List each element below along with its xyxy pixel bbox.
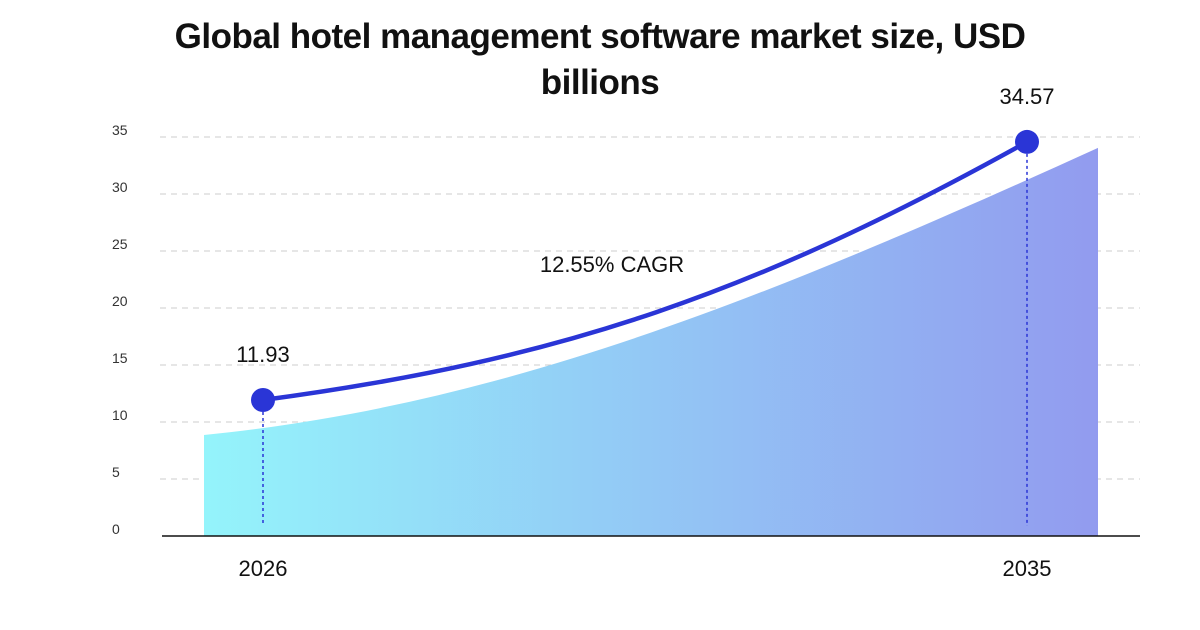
- y-tick-label: 5: [112, 464, 120, 480]
- x-axis-labels: 2026 2035: [239, 556, 1052, 581]
- data-point: [1015, 129, 1039, 154]
- y-tick-label: 35: [112, 122, 128, 138]
- x-tick-label: 2035: [1003, 556, 1052, 581]
- series-line: [260, 139, 1030, 403]
- y-tick-label: 30: [112, 179, 128, 195]
- y-tick-label: 15: [112, 350, 128, 366]
- cagr-annotation: 12.55% CAGR: [540, 252, 684, 277]
- data-point: [251, 387, 275, 412]
- data-label: 11.93: [236, 342, 289, 367]
- y-tick-label: 10: [112, 407, 128, 423]
- growth-area: [204, 147, 1098, 537]
- x-tick-label: 2026: [239, 556, 288, 581]
- data-points: [251, 129, 1039, 412]
- y-tick-label: 20: [112, 293, 128, 309]
- y-axis-ticks: 0 5 10 15 20 25 30 35: [112, 122, 128, 537]
- drop-lines: [262, 153, 1028, 526]
- chart-title: Global hotel management software market …: [174, 17, 1026, 102]
- data-label: 34.57: [999, 84, 1054, 109]
- y-tick-label: 0: [112, 521, 120, 537]
- data-labels: 11.93 34.57: [236, 84, 1054, 367]
- y-tick-label: 25: [112, 236, 128, 252]
